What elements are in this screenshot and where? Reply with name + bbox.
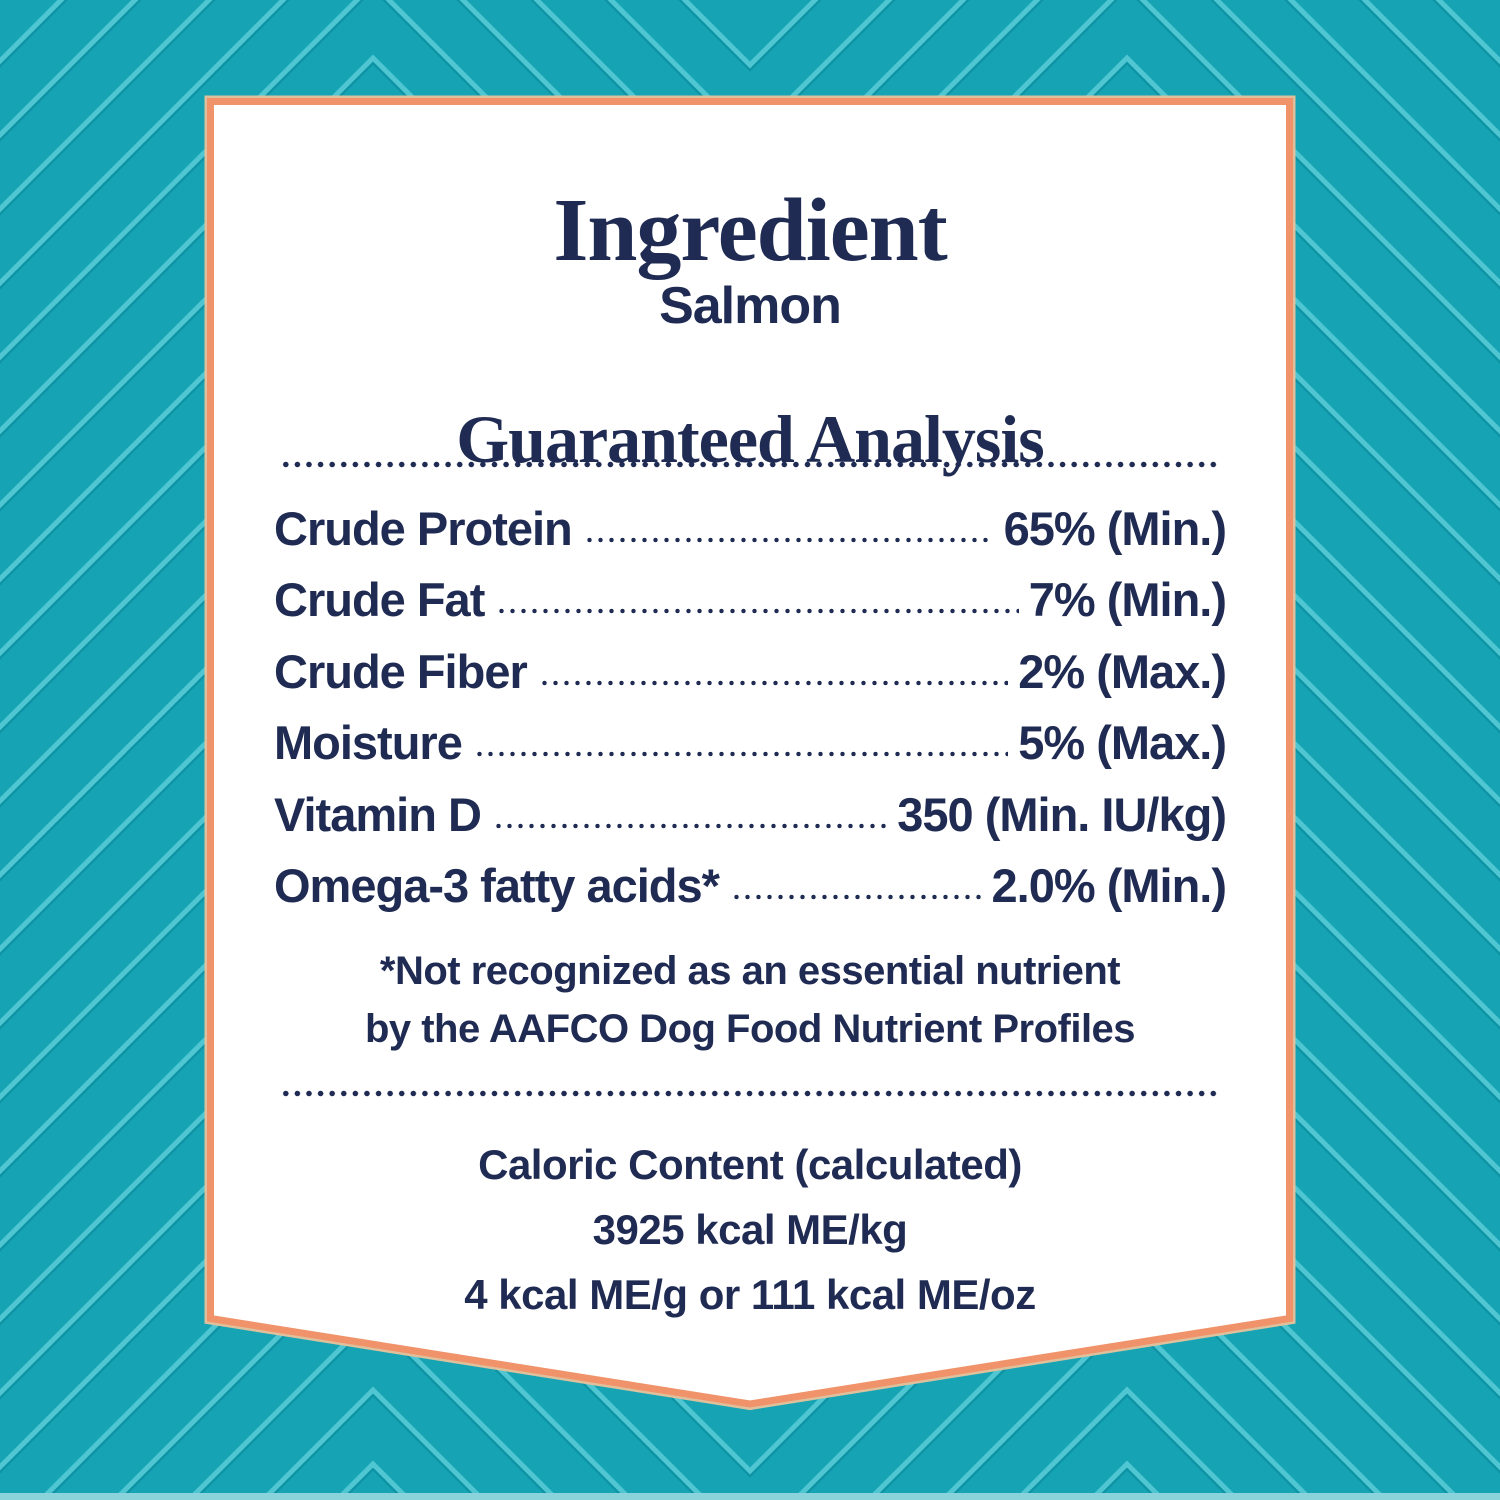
nutrient-label: Crude Protein [274, 501, 573, 555]
nutrient-label: Moisture [274, 716, 463, 770]
analysis-row: Vitamin D 350 (Min. IU/kg) [274, 767, 1227, 841]
analysis-table: Crude Protein 65% (Min.) Crude Fat 7% (M… [274, 481, 1227, 913]
nutrient-value: 2.0% (Min.) [991, 859, 1227, 913]
nutrient-label: Vitamin D [274, 787, 482, 841]
analysis-row: Crude Protein 65% (Min.) [274, 481, 1227, 555]
footnote-line: *Not recognized as an essential nutrient [379, 949, 1121, 993]
analysis-row: Omega-3 fatty acids* 2.0% (Min.) [274, 839, 1227, 913]
caloric-heading: Caloric Content (calculated) [478, 1141, 1022, 1188]
caloric-line: 3925 kcal ME/kg [592, 1206, 908, 1254]
analysis-row: Crude Fat 7% (Min.) [274, 553, 1227, 627]
nutrient-value: 65% (Min.) [1003, 501, 1227, 555]
bottom-edge-strip [0, 1493, 1500, 1500]
nutrient-value: 350 (Min. IU/kg) [897, 787, 1227, 841]
nutrient-value: 7% (Min.) [1028, 573, 1227, 627]
page-title: Ingredient [553, 181, 947, 280]
dotted-divider-top [280, 461, 1220, 468]
dot-leader [473, 751, 1009, 757]
label-panel: Ingredient Salmon Guaranteed Analysis Cr… [214, 106, 1286, 1400]
caloric-content-block: Caloric Content (calculated) 3925 kcal M… [214, 1132, 1286, 1327]
caloric-line: 4 kcal ME/g or 111 kcal ME/oz [464, 1271, 1036, 1319]
nutrient-label: Crude Fiber [274, 644, 528, 698]
dotted-divider-bottom [280, 1090, 1220, 1097]
analysis-row: Moisture 5% (Max.) [274, 696, 1227, 770]
nutrient-value: 5% (Max.) [1018, 716, 1227, 770]
nutrient-value: 2% (Max.) [1018, 644, 1227, 698]
dot-leader [583, 536, 994, 543]
aafco-footnote: *Not recognized as an essential nutrient… [214, 942, 1286, 1058]
dot-leader [730, 894, 982, 900]
dot-leader [538, 679, 1009, 686]
dot-leader [496, 608, 1019, 614]
nutrient-label: Omega-3 fatty acids* [274, 859, 720, 913]
ingredient-name: Salmon [659, 277, 842, 335]
nutrient-label: Crude Fat [274, 573, 485, 627]
guaranteed-analysis-heading: Guaranteed Analysis [456, 401, 1044, 477]
dot-leader [492, 822, 888, 829]
analysis-row: Crude Fiber 2% (Max.) [274, 624, 1227, 698]
footnote-line: by the AAFCO Dog Food Nutrient Profiles [364, 1007, 1136, 1051]
